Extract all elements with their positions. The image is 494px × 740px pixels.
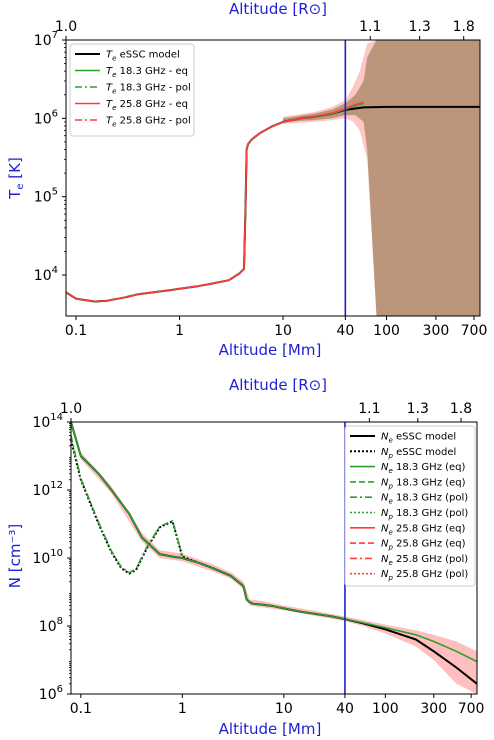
p1-xtick-label-3: 40 (336, 323, 354, 339)
temperature-ylabel: Te [K] (6, 157, 26, 200)
temperature-top-xlabel: Altitude [R⊙] (229, 0, 327, 18)
p1-xtick-label-4: 100 (373, 323, 400, 339)
p1-top-tick-label-0: 1.0 (55, 19, 77, 35)
p2-ytick-label-2: 1010 (32, 548, 63, 567)
p2-ytick-label-0: 106 (39, 684, 63, 703)
p1-legend-label-4: Te 25.8 GHz - pol (106, 116, 191, 129)
p2-ytick-label-4: 1014 (32, 412, 63, 431)
p2-top-tick-label-3: 1.8 (450, 401, 472, 417)
p1-ytick-label-2: 106 (34, 108, 58, 127)
p2-xtick-label-3: 40 (336, 701, 354, 717)
density-series (70, 421, 478, 685)
p1-xtick-label-0: 0.1 (65, 323, 87, 339)
p2-legend-box (344, 425, 476, 587)
p1-legend-box (69, 43, 195, 137)
temperature-uncertainty-bands (283, 40, 480, 316)
p2-xtick-label-6: 700 (458, 701, 485, 717)
p1-ytick-label-1: 105 (34, 187, 58, 206)
temperature-legend: Te eSSC model Te 18.3 GHz - eq Te 18.3 GHz… (69, 43, 195, 137)
temperature-x-ticks: 0.1 1 10 40 100 300 700 (65, 316, 487, 339)
p1-legend-label-3: Te 25.8 GHz - eq (106, 99, 188, 112)
p2-ytick-label-1: 108 (39, 616, 63, 635)
p1-top-tick-label-1: 1.1 (359, 19, 381, 35)
p1-series-line-2 (65, 101, 364, 303)
temperature-panel: Altitude [R⊙] 1.0 1.1 1.3 1.8 0.1 1 10 40 100 30… (6, 0, 487, 359)
p2-legend-label-3: Np 18.3 GHz (eq) (381, 477, 466, 490)
p2-legend-label-7: Np 25.8 GHz (eq) (381, 539, 466, 552)
p2-legend-label-6: Ne 25.8 GHz (eq) (381, 523, 466, 536)
temperature-plot-frame (65, 39, 481, 317)
density-top-ticks: 1.0 1.1 1.3 1.8 (60, 401, 472, 422)
p2-series-line-3 (70, 435, 184, 574)
p2-top-tick-label-2: 1.3 (407, 401, 429, 417)
p1-xtick-label-1: 1 (175, 323, 184, 339)
p1-legend-label-1: Te 18.3 GHz - eq (106, 66, 188, 79)
p2-legend-label-4: Ne 18.3 GHz (pol) (381, 493, 468, 506)
p2-legend-label-8: Ne 25.8 GHz (pol) (381, 554, 468, 567)
p1-ytick-label-3: 107 (34, 30, 58, 49)
temperature-top-ticks: 1.0 1.1 1.3 1.8 (55, 19, 475, 40)
p1-top-tick-label-3: 1.8 (453, 19, 475, 35)
temperature-xlabel: Altitude [Mm] (219, 341, 322, 359)
p2-legend-label-9: Np 25.8 GHz (pol) (381, 569, 468, 582)
p2-top-tick-label-1: 1.1 (358, 401, 380, 417)
p1-top-tick-label-2: 1.3 (408, 19, 430, 35)
p1-band-1 (283, 40, 480, 316)
density-xlabel: Altitude [Mm] (219, 720, 322, 738)
p1-xtick-label-6: 700 (461, 323, 488, 339)
p2-ytick-label-3: 1012 (32, 480, 63, 499)
p2-legend-label-1: Np eSSC model (381, 447, 456, 460)
density-ylabel: N [cm⁻³] (6, 524, 24, 588)
p1-xtick-label-5: 300 (423, 323, 450, 339)
p2-xtick-label-5: 300 (420, 701, 447, 717)
p2-series-line-2 (70, 421, 478, 663)
p2-xtick-label-2: 10 (275, 701, 293, 717)
temperature-series (65, 101, 480, 303)
p2-legend-label-0: Ne eSSC model (381, 432, 456, 445)
density-y-ticks: 106 108 1010 1012 1014 (32, 412, 71, 703)
p2-legend-label-2: Ne 18.3 GHz (eq) (381, 462, 466, 475)
p2-xtick-label-0: 0.1 (70, 701, 92, 717)
density-legend: Ne eSSC model Np eSSC model Ne 18.3 GHz (e… (344, 425, 476, 587)
p2-xtick-label-4: 100 (372, 701, 399, 717)
p1-ytick-label-0: 104 (34, 265, 58, 284)
density-top-xlabel: Altitude [R⊙] (229, 376, 327, 394)
p2-xtick-label-1: 1 (178, 701, 187, 717)
p1-xtick-label-2: 10 (274, 323, 292, 339)
p2-legend-label-5: Np 18.3 GHz (pol) (381, 508, 468, 521)
density-panel: Altitude [R⊙] 1.0 1.1 1.3 1.8 0.1 1 10 40 100 30… (6, 376, 484, 738)
temperature-y-ticks: 104 105 106 107 (34, 30, 66, 284)
density-x-ticks: 0.1 1 10 40 100 300 700 (70, 694, 485, 717)
p2-top-tick-label-0: 1.0 (60, 401, 82, 417)
p1-legend-label-2: Te 18.3 GHz - pol (106, 83, 191, 96)
p1-legend-label-0: Te eSSC model (106, 50, 180, 63)
